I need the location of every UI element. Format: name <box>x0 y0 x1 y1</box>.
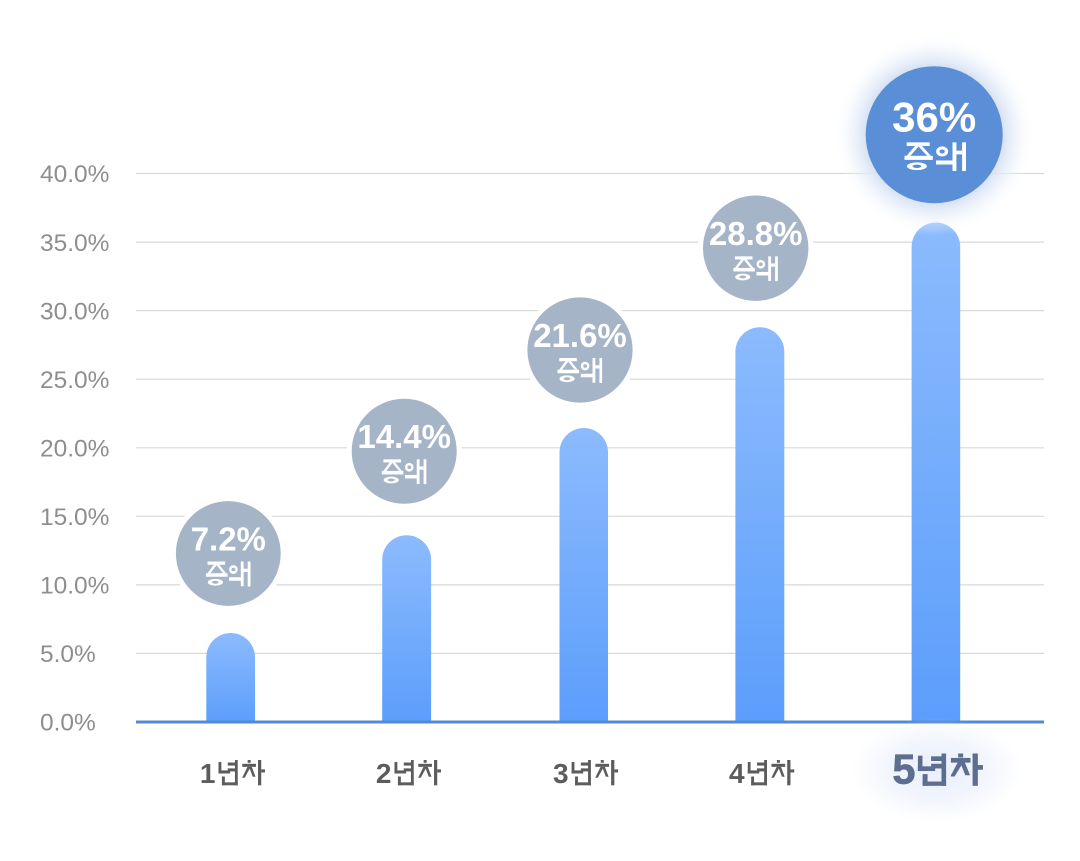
svg-text:10.0%: 10.0% <box>40 573 109 600</box>
svg-text:40.0%: 40.0% <box>40 161 109 188</box>
svg-text:4: 4 <box>729 758 745 789</box>
svg-text:3: 3 <box>553 758 569 789</box>
svg-text:21.6%: 21.6% <box>533 317 627 354</box>
svg-text:35.0%: 35.0% <box>40 230 109 257</box>
svg-text:20.0%: 20.0% <box>40 436 109 463</box>
svg-text:0.0%: 0.0% <box>40 710 96 737</box>
svg-text:7.2%: 7.2% <box>191 521 266 558</box>
svg-text:15.0%: 15.0% <box>40 504 109 531</box>
svg-text:30.0%: 30.0% <box>40 298 109 325</box>
svg-text:1: 1 <box>200 758 216 789</box>
svg-text:14.4%: 14.4% <box>357 418 451 455</box>
svg-text:5.0%: 5.0% <box>40 641 96 668</box>
svg-text:5: 5 <box>892 745 915 792</box>
svg-text:28.8%: 28.8% <box>709 215 803 252</box>
svg-text:2: 2 <box>376 758 392 789</box>
svg-text:25.0%: 25.0% <box>40 367 109 394</box>
svg-text:36%: 36% <box>892 94 976 141</box>
